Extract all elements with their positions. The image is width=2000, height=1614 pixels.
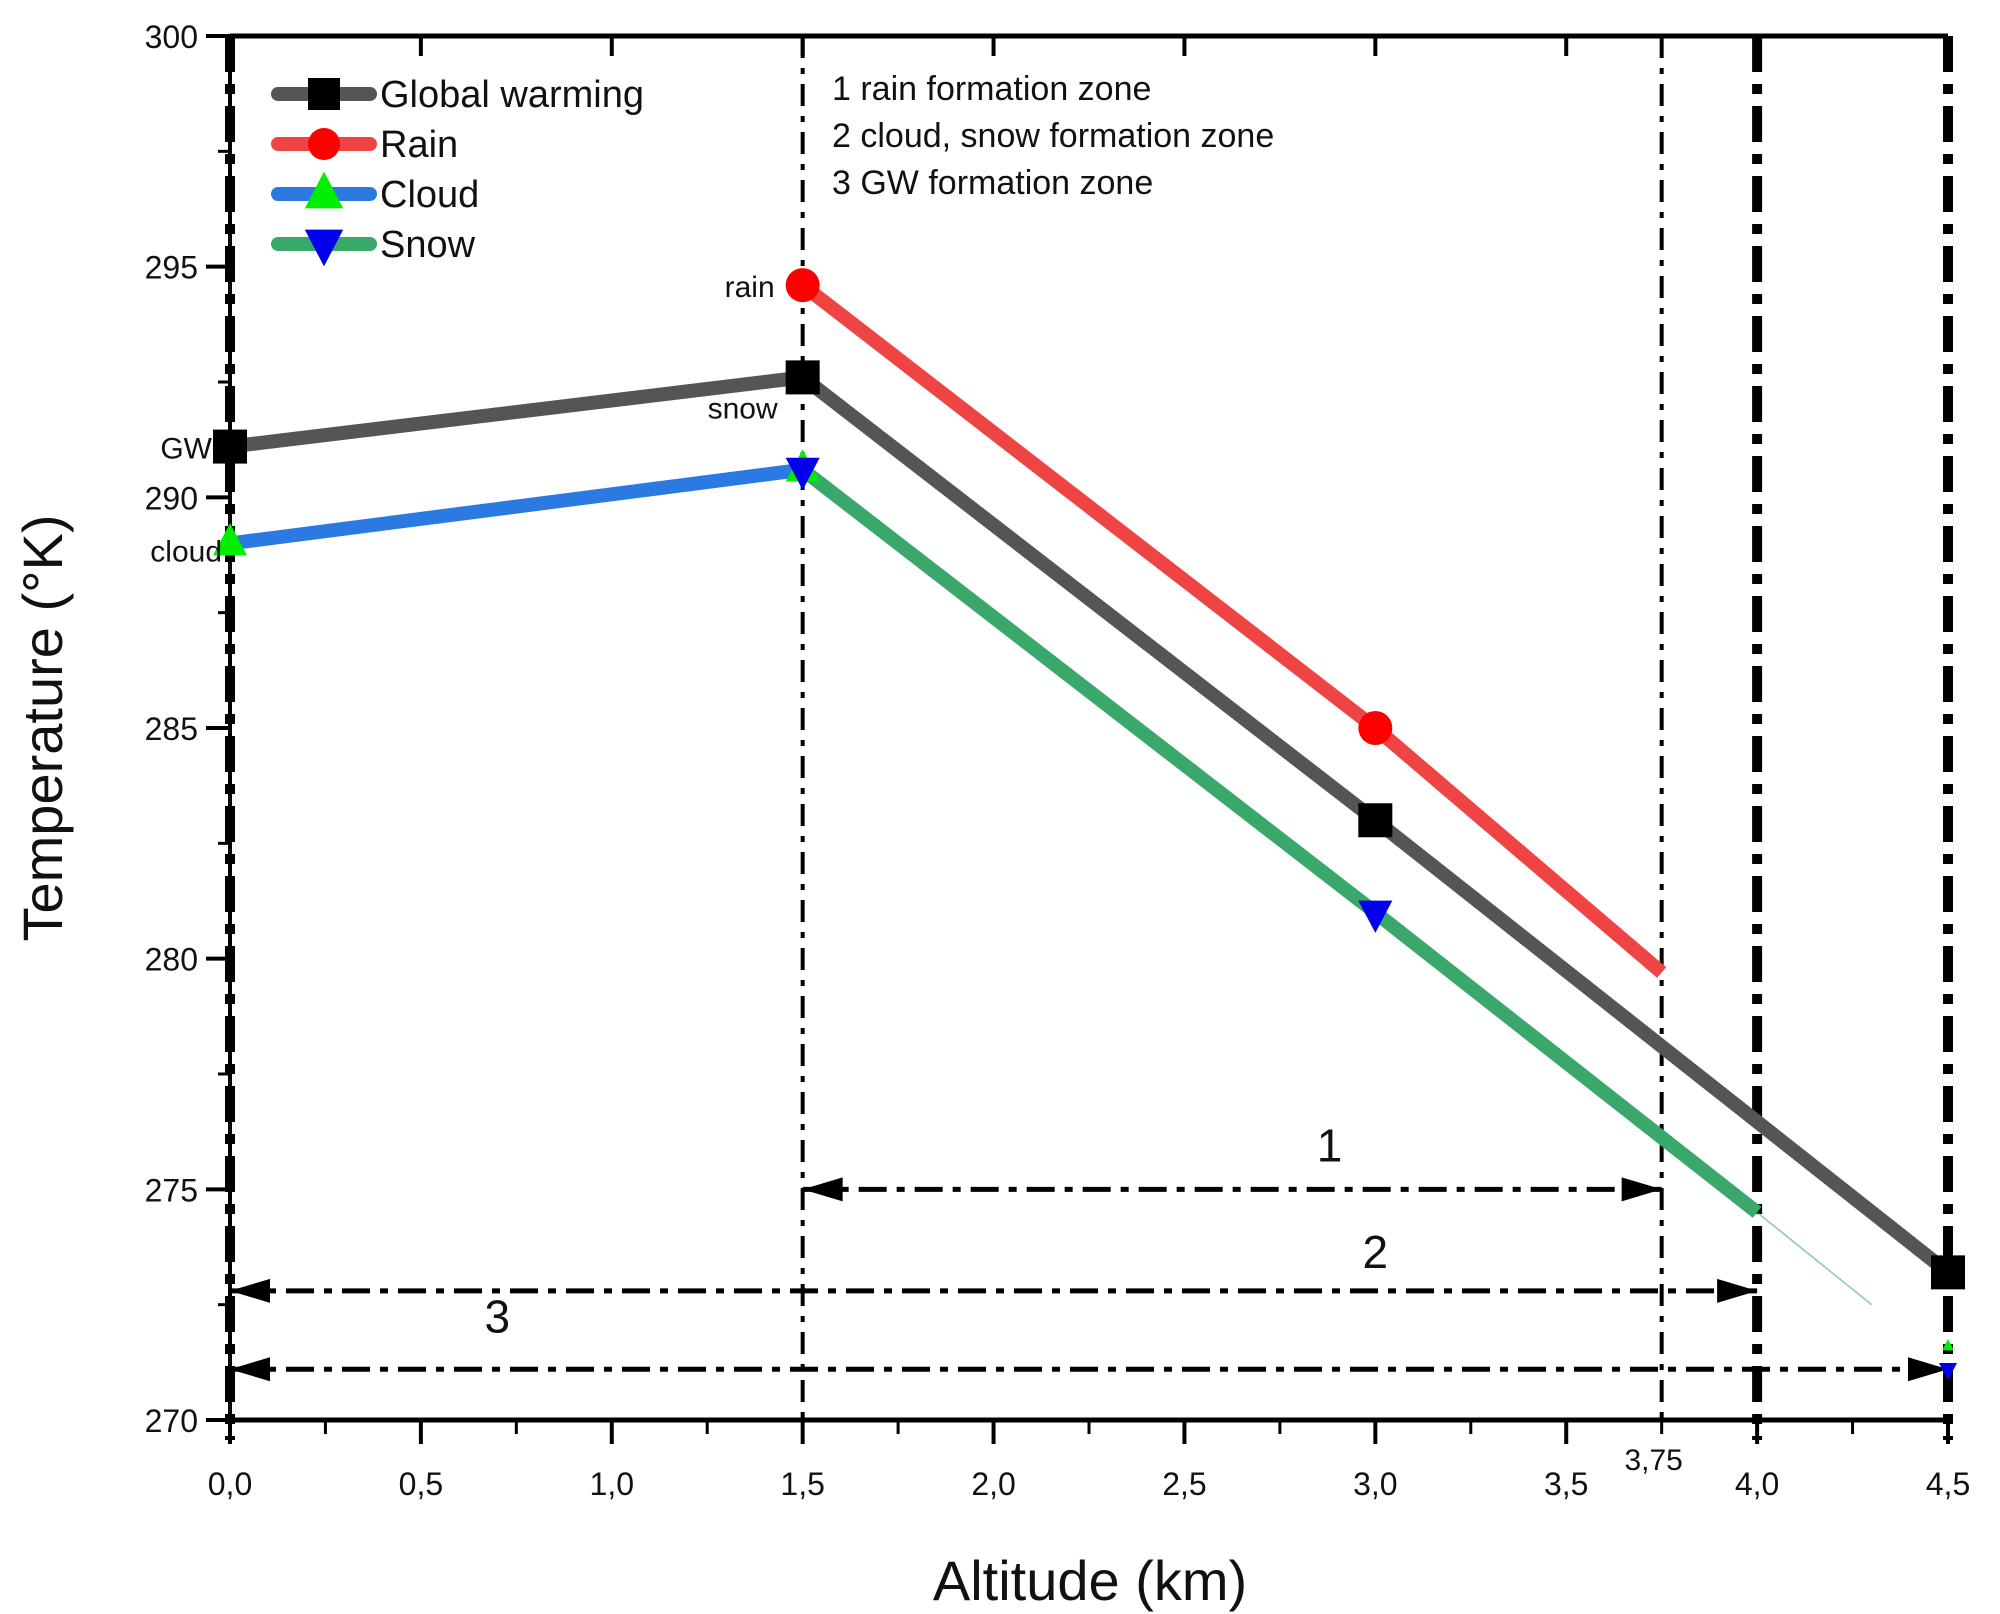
- marker-square: [785, 360, 820, 395]
- legend-marker-circle: [308, 128, 340, 160]
- marker-triangle-up: [213, 523, 247, 556]
- arrow-head-left: [802, 1177, 843, 1202]
- arrow-head-right: [1908, 1357, 1948, 1382]
- arrow-head-right: [1621, 1177, 1662, 1202]
- zone-note: 2 cloud, snow formation zone: [832, 117, 1274, 155]
- zone-note: 3 GW formation zone: [832, 164, 1153, 202]
- x-tick-label: 0,5: [399, 1466, 443, 1502]
- series-line-cloud: [229, 462, 804, 551]
- y-tick-label: 285: [145, 711, 198, 747]
- y-tick-label: 280: [145, 942, 198, 978]
- y-tick-label: 300: [145, 19, 198, 55]
- series: [213, 268, 1965, 1381]
- legend-marker-triangle-down: [304, 229, 344, 267]
- x-tick-label: 1,0: [590, 1466, 634, 1502]
- y-tick-label: 290: [145, 480, 198, 516]
- arrow-head-left: [230, 1278, 270, 1303]
- annotations: 1 rain formation zone 2 cloud, snow forma…: [150, 70, 1274, 568]
- legend-label: Snow: [380, 224, 476, 266]
- marker-square: [1931, 1255, 1965, 1290]
- series-line-snow: [798, 464, 1762, 1218]
- x-tick-label: 2,0: [971, 1466, 1015, 1502]
- marker-triangle-down: [1939, 1362, 1957, 1381]
- series-line-rain: [798, 279, 1667, 978]
- series-line-global-warming: [229, 370, 1953, 1278]
- snow-line-tail: [1756, 1211, 1873, 1306]
- y-tick-label: 270: [145, 1403, 198, 1439]
- point-label: rain: [725, 271, 775, 304]
- marker-triangle-up: [1942, 1338, 1954, 1351]
- x-tick-label-extra: 3,75: [1624, 1444, 1682, 1477]
- x-tick-label: 1,5: [780, 1466, 824, 1502]
- legend: Global warming Rain Cloud Snow: [271, 74, 644, 267]
- marker-circle: [1358, 711, 1393, 745]
- marker-triangle-down: [785, 457, 820, 491]
- point-label: cloud: [150, 535, 222, 568]
- x-tick-label: 2,5: [1162, 1466, 1206, 1502]
- x-tick-label: 0,0: [208, 1466, 252, 1502]
- marker-triangle-down: [1358, 900, 1393, 933]
- zone-note: 1 rain formation zone: [832, 70, 1151, 108]
- legend-label: Cloud: [380, 174, 479, 216]
- y-tick-label: 275: [145, 1172, 198, 1208]
- x-tick-label: 3,5: [1544, 1466, 1588, 1502]
- marker-square: [1358, 803, 1393, 838]
- zone-boundaries: [225, 36, 1953, 1440]
- zone-arrow-label: 3: [484, 1290, 510, 1342]
- y-tick-label: 295: [145, 250, 198, 286]
- arrow-head-right: [1717, 1278, 1758, 1303]
- zone-arrow-label: 1: [1317, 1120, 1343, 1172]
- legend-marker-triangle-up: [304, 171, 344, 209]
- legend-label: Global warming: [380, 74, 644, 116]
- zone-arrow-label: 2: [1363, 1226, 1389, 1278]
- x-tick-label: 4,0: [1735, 1466, 1779, 1502]
- marker-square: [213, 429, 247, 464]
- marker-circle: [785, 268, 820, 303]
- x-axis-title: Altitude (km): [933, 1549, 1247, 1612]
- x-tick-label: 4,5: [1926, 1466, 1970, 1502]
- y-axis-title: Temperature (°K): [11, 515, 74, 942]
- point-label: snow: [708, 393, 778, 426]
- legend-marker-square: [308, 78, 340, 110]
- arrow-head-left: [230, 1357, 270, 1382]
- point-label: GW: [160, 433, 212, 466]
- x-tick-label: 3,0: [1353, 1466, 1397, 1502]
- zone-arrows: 1 2 3: [230, 1120, 1948, 1382]
- legend-label: Rain: [380, 124, 458, 166]
